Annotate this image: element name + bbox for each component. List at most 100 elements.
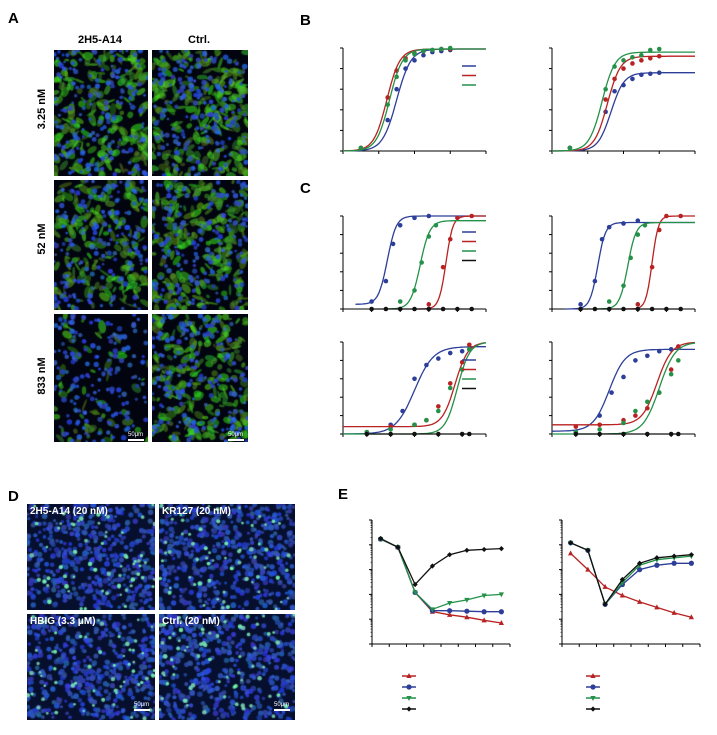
- c-hbeag-series-kr127-point: [426, 234, 432, 239]
- micrograph-2h5-52nm: [54, 180, 148, 310]
- e-2h5-series-16-nm-point: [498, 609, 504, 615]
- c2-hbeag-series-m47-point: [412, 422, 417, 428]
- b-hbeag-series-genotype-d-point: [412, 51, 417, 57]
- e-2h5-series-3-2-nm-point: [412, 590, 418, 596]
- e-hbig-series-24-m-point: [585, 566, 591, 572]
- c-hbsag-series-hbig-point: [678, 213, 683, 219]
- tile-label-hbig: HBIG (3.3 μM): [30, 616, 96, 627]
- b-hbsag-series-genotype-c-point: [639, 58, 644, 63]
- c2-hbeag-series-2h5-a14-point: [412, 376, 417, 382]
- c-hbsag-series-2h5-a14-point: [606, 224, 612, 230]
- c2-hbsag-series-2h5-a14-point: [621, 374, 626, 380]
- c2-hbsag-series-m47-point: [597, 427, 602, 432]
- c-hbeag-series-hbig-point: [440, 264, 446, 270]
- panel-letter-d: D: [8, 488, 19, 505]
- e-2h5-series-vehicle-ctrl--point: [498, 546, 504, 552]
- e-2h5-series-vehicle-ctrl--point: [481, 546, 487, 553]
- b-hbeag-series-genotype-b-fit: [343, 48, 486, 152]
- b-hbeag-series-genotype-b-point: [412, 58, 417, 63]
- c-hbsag-series-ctrl--point: [578, 306, 583, 312]
- b-hbsag-series-genotype-b-point: [612, 88, 617, 94]
- e-2h5-series-3-2-nm-point: [498, 592, 504, 598]
- e-2h5-legend-marker: [406, 696, 412, 701]
- b-hbsag-series-genotype-d-point: [612, 64, 617, 69]
- c-hbsag-series-kr127-point: [606, 299, 612, 304]
- b-hbeag-series-genotype-c-fit: [342, 48, 486, 152]
- e-hbig-series-24-m-point: [654, 604, 660, 610]
- e-2h5-series-16-nm-point: [447, 608, 453, 614]
- b-hbeag-series-genotype-d-point: [439, 46, 444, 52]
- e-hbig-series-24-m-point: [602, 583, 608, 589]
- c2-hbsag-series-2h5-a14-point: [609, 390, 614, 395]
- c2-hbeag-series-ctrl--point: [467, 431, 472, 437]
- e-hbig-series-24-m-point: [671, 609, 677, 615]
- c2-hbeag-series-m47-point: [388, 427, 393, 432]
- e-2h5-series-80-nm-point: [447, 611, 453, 617]
- c-hbsag-series-kr127-point: [621, 283, 626, 289]
- b-hbsag-series-genotype-d-point: [648, 47, 653, 53]
- e-2h5-series-vehicle-ctrl--point: [395, 544, 401, 550]
- c2-hbeag-series-m47-d-point: [447, 381, 453, 386]
- c-hbeag-series-hbig-point: [469, 213, 475, 219]
- c2-hbeag-series-2h5-a14-point: [424, 362, 429, 368]
- c2-hbsag-series-ctrl--point: [573, 431, 579, 437]
- b-hbsag-series-genotype-c-point: [648, 56, 653, 61]
- c-hbsag-series-2h5-a14-point: [592, 278, 598, 284]
- c-hbsag-series-ctrl--point: [592, 306, 598, 312]
- e-hbig-series-vehicle-ctrl--point: [602, 601, 608, 607]
- c-hbeag-series-hbig-point: [455, 215, 460, 221]
- e-hbig-series-vehicle-ctrl--line: [570, 542, 692, 606]
- b-hbeag-series-genotype-c-point: [385, 95, 390, 100]
- b-hbsag-series-genotype-c-point: [612, 76, 617, 82]
- c-hbsag-series-ctrl--point: [606, 306, 612, 312]
- e-2h5-series-3-2-nm-point: [464, 597, 470, 603]
- c-hbeag-series-ctrl--point: [383, 306, 389, 312]
- c2-hbsag-series-m47-point: [621, 420, 626, 426]
- micrograph-ctrl-833nm: [152, 314, 248, 442]
- e-hbig-series-vehicle-ctrl--point: [654, 555, 660, 561]
- b-hbsag-series-genotype-d-fit: [551, 51, 695, 152]
- c2-hbeag-series-ctrl--point: [436, 431, 441, 437]
- tile-label-kr127: KR127 (20 nM): [162, 506, 231, 517]
- e-2h5-series-vehicle-ctrl--point: [464, 547, 470, 553]
- b-hbeag-series-genotype-d-point: [403, 58, 408, 63]
- c2-hbeag-series-m47-point: [436, 408, 441, 414]
- c2-hbsag-series-2h5-a14-point: [597, 413, 602, 418]
- e-hbig-series-vehicle-ctrl--point: [688, 552, 694, 558]
- e-2h5-series-80-nm-point: [464, 614, 470, 620]
- c2-hbeag-series-ctrl--point: [459, 431, 465, 437]
- c-hbeag-series-ctrl--point: [426, 306, 432, 312]
- b-hbeag-series-genotype-b-point: [421, 52, 426, 58]
- b-hbsag-series-genotype-b-point: [630, 76, 635, 82]
- c-hbsag-series-kr127-point: [628, 255, 633, 261]
- c-hbeag-series-2h5-a14-point: [390, 241, 396, 247]
- c-hbsag-series-hbig-point: [635, 302, 641, 307]
- b-hbsag-series-genotype-d-point: [630, 54, 635, 60]
- b-hbsag-series-genotype-b-point: [656, 70, 662, 76]
- panel-letter-b: B: [300, 12, 311, 29]
- e-hbig-series-24-m-line: [570, 552, 692, 618]
- c-hbeag-series-2h5-a14-point: [369, 299, 374, 304]
- e-hbig-series-vehicle-ctrl--point: [637, 560, 643, 566]
- e-2h5-series-vehicle-ctrl--point: [447, 552, 453, 558]
- e-hbig-series-4-8-m-point: [671, 560, 677, 566]
- c-hbeag-series-ctrl--point: [440, 306, 446, 312]
- b-hbeag-series-genotype-b-point: [385, 117, 390, 123]
- nuclei-tile-ctrl: Ctrl. (20 nM): [159, 614, 295, 720]
- c-hbeag-series-2h5-a14-point: [412, 215, 417, 221]
- tile-label-ctrl: Ctrl. (20 nM): [162, 616, 220, 627]
- b-hbsag-series-genotype-b-point: [648, 71, 653, 77]
- panel-letter-e: E: [338, 486, 349, 503]
- c-hbsag-series-ctrl--point: [678, 306, 683, 312]
- e-hbig-legend-marker: [590, 684, 596, 690]
- c2-hbsag-series-m47-point: [668, 371, 674, 377]
- b-hbsag-series-genotype-b-point: [621, 82, 626, 88]
- e-2h5-series-16-nm-point: [464, 608, 470, 614]
- panel-letter-a: A: [8, 10, 19, 27]
- panel-a-scalebar-left: 50μm: [128, 432, 144, 441]
- c-hbeag-series-ctrl--point: [469, 306, 475, 312]
- c2-hbsag-series-2h5-a14-point: [645, 353, 650, 359]
- c2-hbeag-series-ctrl--point: [364, 431, 370, 437]
- b-hbeag-series-genotype-d-point: [385, 102, 390, 107]
